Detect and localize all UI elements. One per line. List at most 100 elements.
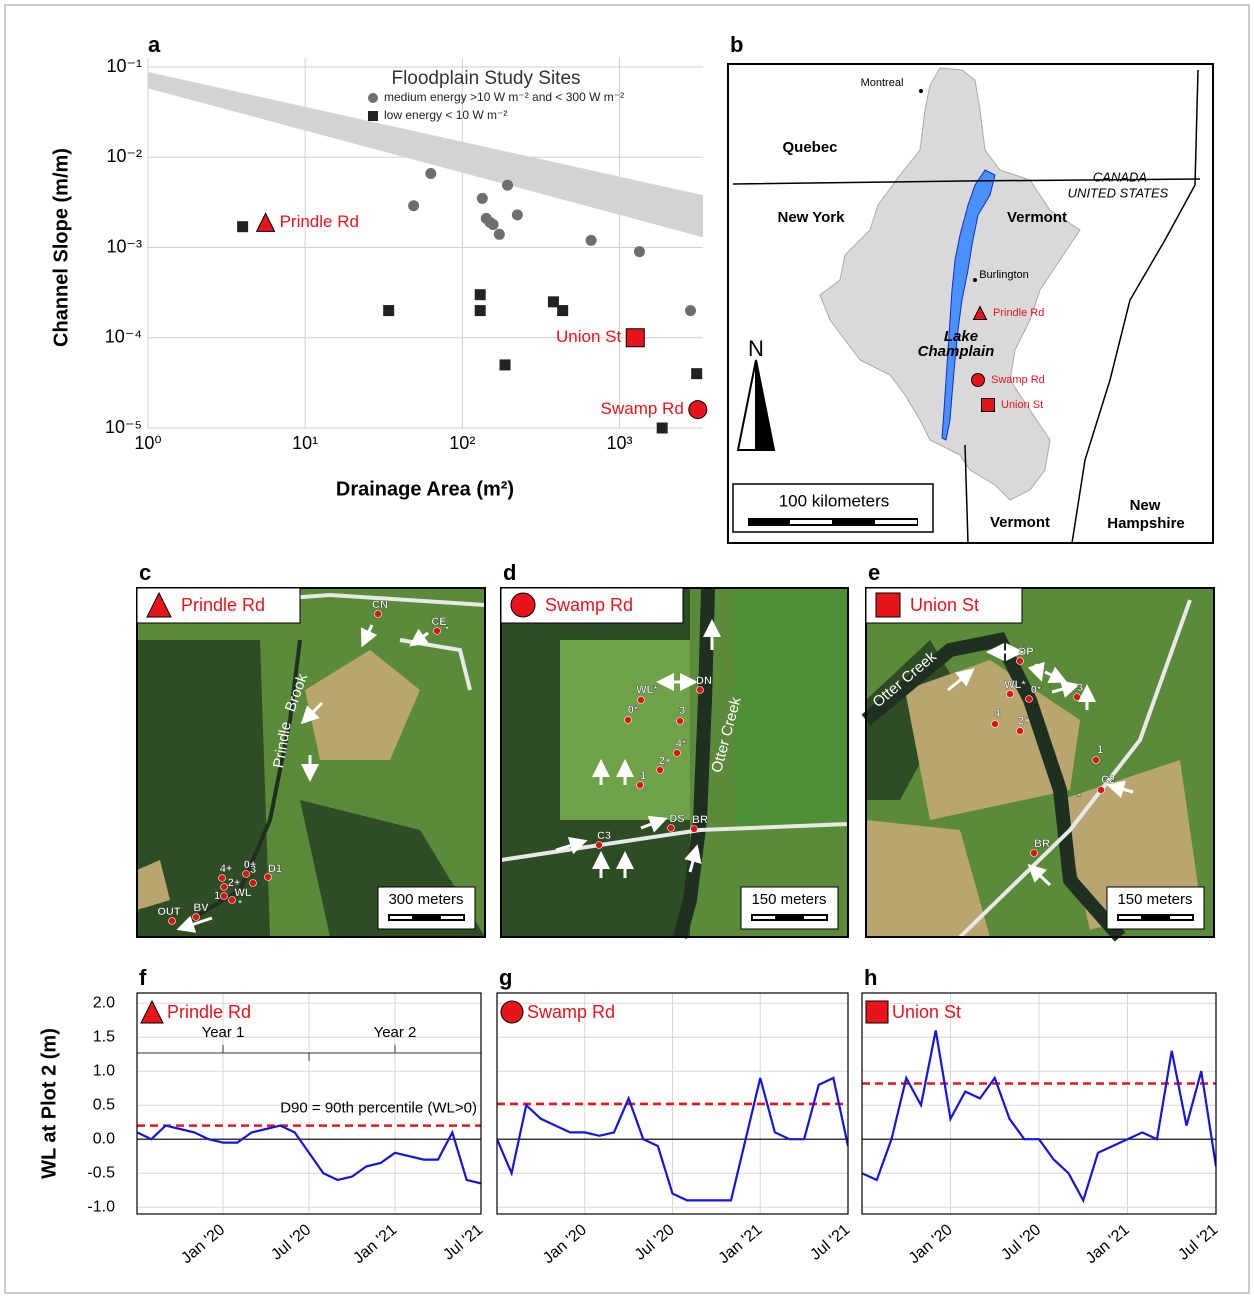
site-point	[992, 721, 999, 728]
point-label: WL*	[1004, 679, 1026, 691]
site-point	[434, 628, 441, 635]
point-label: C3	[597, 830, 611, 842]
point	[634, 246, 645, 257]
map-label: New	[1130, 497, 1161, 514]
y-tick-label: 0.5	[93, 1096, 115, 1113]
annotation: Year 1	[202, 1024, 245, 1041]
site-point	[657, 767, 664, 774]
point	[475, 305, 486, 316]
point-label: DS	[669, 813, 684, 825]
map-label: Burlington	[979, 269, 1029, 281]
point-label: *	[238, 898, 243, 910]
site-point	[691, 826, 698, 833]
point-label: C2	[1101, 774, 1115, 786]
site-point	[637, 782, 644, 789]
point	[494, 229, 505, 240]
panel-letter: g	[499, 965, 512, 990]
site-point	[219, 875, 226, 882]
scale-bar	[804, 916, 826, 919]
photo-title: Swamp Rd	[545, 595, 633, 615]
site-point	[674, 750, 681, 757]
site-point	[250, 880, 257, 887]
legend-title: Floodplain Study Sites	[391, 68, 580, 89]
legend-label: medium energy >10 W m⁻² and < 300 W m⁻²	[384, 90, 624, 104]
chart-title: Swamp Rd	[527, 1002, 615, 1022]
site-point	[243, 871, 250, 878]
point-label: Prindle Rd	[280, 212, 359, 231]
point	[657, 423, 668, 434]
y-axis-label: Channel Slope (m/m)	[50, 148, 72, 347]
site-point	[1098, 787, 1105, 794]
chart-title: Prindle Rd	[167, 1002, 251, 1022]
legend-label: low energy < 10 W m⁻²	[384, 108, 507, 122]
map-label: Vermont	[990, 514, 1050, 531]
map-label: Montreal	[861, 77, 904, 89]
point-label: 1	[214, 890, 220, 902]
site-point	[1017, 658, 1024, 665]
x-tick-label: 10³	[606, 433, 632, 453]
y-tick-label: 1.5	[93, 1028, 115, 1045]
site-point	[1026, 696, 1033, 703]
y-tick-label: 10⁻²	[106, 146, 142, 166]
point	[512, 209, 523, 220]
point-label: Swamp Rd	[601, 399, 684, 418]
point	[685, 305, 696, 316]
scale-bar	[441, 916, 463, 919]
site-point	[625, 717, 632, 724]
point-label: 4	[994, 708, 1001, 720]
point	[237, 221, 248, 232]
point-label: 4+	[220, 863, 233, 875]
site-point	[596, 842, 603, 849]
field	[735, 588, 848, 830]
site-point	[638, 697, 645, 704]
title-marker	[866, 1001, 888, 1023]
title-marker	[876, 593, 900, 617]
point	[586, 235, 597, 246]
point-label: *	[445, 624, 450, 636]
site-point	[697, 687, 704, 694]
site-point	[677, 718, 684, 725]
point-label: 0+	[244, 859, 257, 871]
y-tick-label: 2.0	[93, 994, 115, 1011]
site-point	[1093, 757, 1100, 764]
scale-label: 300 meters	[388, 891, 463, 908]
legend-marker	[368, 111, 378, 121]
site-point	[1074, 694, 1081, 701]
point	[408, 200, 419, 211]
site-label: Union St	[1001, 399, 1043, 411]
panel-letter: e	[868, 560, 880, 585]
x-axis-label: Drainage Area (m²)	[336, 478, 514, 500]
title-marker	[511, 593, 535, 617]
y-tick-label: 10⁻¹	[106, 56, 142, 76]
x-tick-label: 10²	[449, 433, 475, 453]
point	[383, 305, 394, 316]
map-label: Hampshire	[1107, 515, 1185, 532]
point	[500, 359, 511, 370]
scale-bar	[1119, 916, 1141, 919]
x-tick-label: 10¹	[292, 433, 318, 453]
y-tick-label: 10⁻⁵	[105, 417, 142, 437]
scale-bar	[753, 916, 775, 919]
y-tick-label: 10⁻³	[106, 236, 142, 256]
point-label: CN	[372, 599, 388, 611]
scale-label: 150 meters	[751, 891, 826, 908]
site-point	[375, 611, 382, 618]
point-label: 2+	[1018, 715, 1031, 727]
scale-label: 100 kilometers	[779, 491, 890, 510]
point-label: 3	[679, 705, 685, 717]
point-label: 1	[640, 770, 646, 782]
scale-bar	[390, 916, 412, 919]
point-label: DN	[696, 675, 712, 687]
point	[691, 368, 702, 379]
point-label: D1	[268, 863, 282, 875]
map-label: UNITED STATES	[1068, 185, 1169, 200]
y-tick-label: 10⁻⁴	[105, 327, 142, 347]
y-tick-label: 0.0	[93, 1130, 115, 1147]
y-axis-label: WL at Plot 2 (m)	[38, 1028, 60, 1179]
panel-letter: d	[503, 560, 516, 585]
site-point	[169, 918, 176, 925]
point	[475, 289, 486, 300]
site-point	[221, 893, 228, 900]
title-marker	[501, 1001, 523, 1023]
